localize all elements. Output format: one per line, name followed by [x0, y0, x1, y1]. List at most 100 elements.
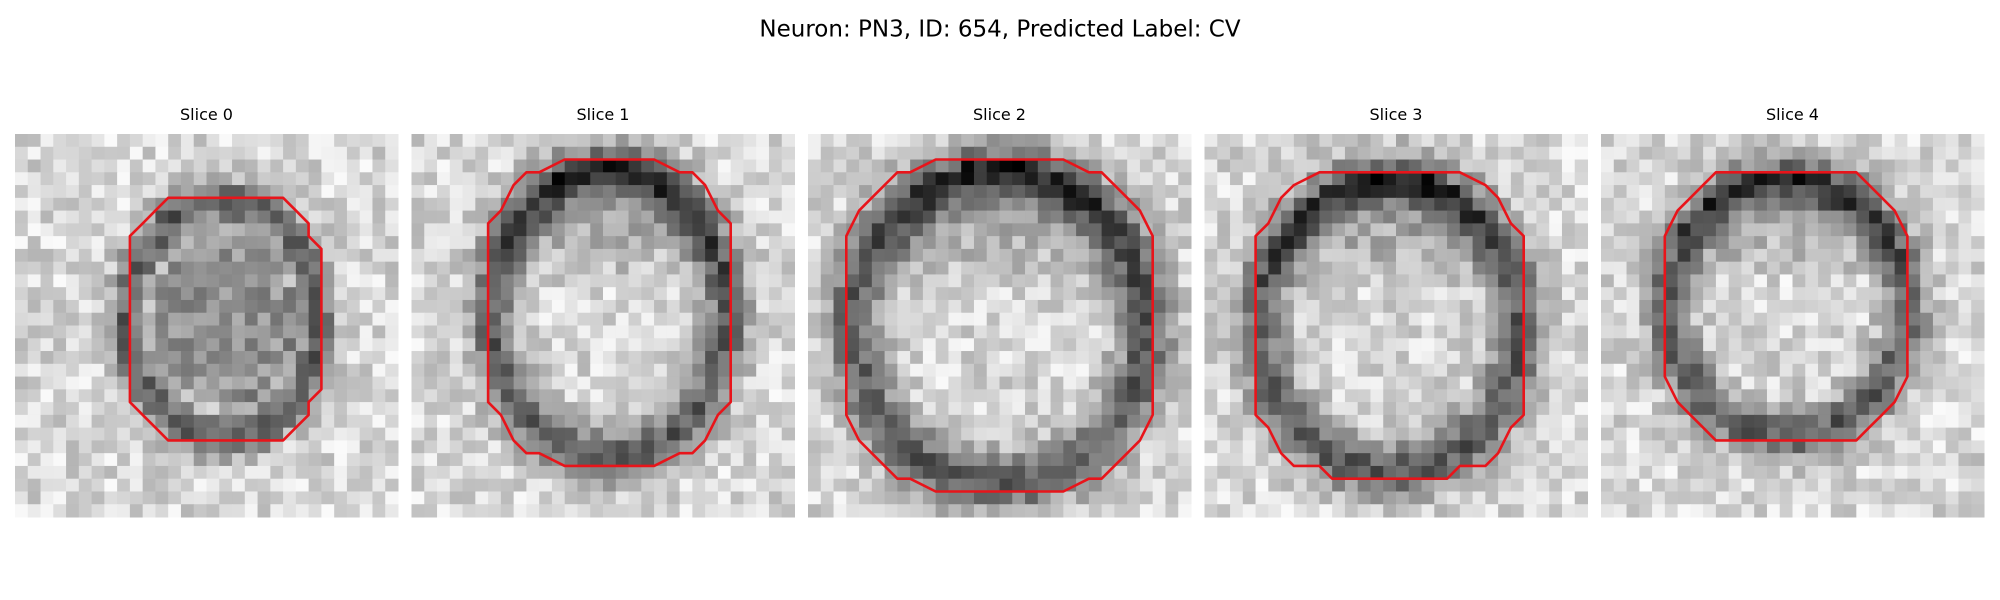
panel-title: Slice 3: [1370, 105, 1423, 124]
pixel: [615, 248, 630, 263]
pixel: [666, 172, 681, 186]
pixel: [564, 159, 578, 173]
pixel: [1945, 440, 1959, 454]
pixel: [1037, 427, 1052, 441]
pixel: [1063, 299, 1077, 314]
pixel: [781, 287, 795, 301]
pixel: [385, 134, 399, 148]
pixel: [884, 453, 898, 467]
pixel: [603, 427, 617, 441]
pixel: [922, 465, 937, 480]
pixel: [346, 465, 361, 480]
pixel: [1319, 338, 1333, 352]
pixel: [488, 376, 502, 390]
pixel: [692, 261, 706, 275]
pixel: [308, 185, 322, 199]
pixel: [1139, 312, 1154, 326]
pixel: [1152, 504, 1166, 518]
pixel: [730, 504, 744, 518]
pixel: [539, 248, 553, 263]
pixel: [1152, 465, 1166, 480]
pixel: [308, 351, 322, 365]
pixel: [1510, 402, 1525, 416]
pixel: [1319, 134, 1333, 148]
pixel: [859, 338, 873, 352]
pixel: [1652, 338, 1666, 352]
pixel: [743, 325, 757, 339]
pixel: [897, 210, 911, 224]
pixel: [1881, 363, 1896, 378]
pixel: [1856, 414, 1870, 429]
pixel: [1754, 440, 1768, 454]
pixel: [628, 376, 642, 390]
pixel: [1485, 389, 1499, 403]
pixel: [78, 325, 93, 339]
pixel: [219, 159, 233, 173]
pixel: [1165, 197, 1179, 212]
pixel: [142, 453, 156, 467]
pixel: [142, 172, 156, 186]
pixel: [1856, 261, 1870, 275]
pixel: [743, 376, 757, 390]
pixel: [321, 376, 335, 390]
pixel: [1601, 427, 1615, 441]
pixel: [1357, 427, 1371, 441]
pixel: [1766, 236, 1781, 250]
pixel: [1472, 440, 1486, 454]
pixel: [1281, 172, 1295, 186]
pixel: [500, 223, 515, 237]
pixel: [1408, 287, 1423, 301]
pixel: [1255, 274, 1269, 288]
pixel: [155, 210, 169, 224]
pixel: [526, 504, 540, 518]
pixel: [1766, 440, 1781, 454]
pixel: [346, 248, 361, 263]
pixel: [935, 402, 949, 416]
pixel: [692, 299, 706, 314]
pixel: [1523, 504, 1537, 518]
pixel: [641, 504, 655, 518]
pixel: [743, 172, 757, 186]
pixel: [846, 146, 860, 161]
pixel: [1012, 491, 1026, 505]
pixel: [577, 146, 591, 161]
pixel: [475, 376, 489, 390]
pixel: [1332, 299, 1346, 314]
pixel: [1472, 248, 1486, 263]
pixel: [551, 427, 566, 441]
pixel: [270, 414, 284, 429]
pixel: [1230, 248, 1244, 263]
pixel: [1856, 440, 1870, 454]
pixel: [206, 159, 220, 173]
pixel: [1741, 185, 1755, 199]
pixel: [462, 376, 476, 390]
pixel: [1728, 414, 1742, 429]
pixel: [78, 146, 93, 161]
pixel: [1447, 210, 1461, 224]
pixel: [1293, 299, 1308, 314]
pixel: [1549, 299, 1563, 314]
pixel: [66, 402, 80, 416]
pixel: [1319, 185, 1333, 199]
pixel: [1728, 287, 1742, 301]
pixel: [1485, 351, 1499, 365]
pixel: [539, 223, 553, 237]
pixel: [526, 440, 540, 454]
pixel: [1805, 504, 1819, 518]
pixel: [577, 478, 591, 492]
pixel: [1459, 504, 1474, 518]
pixel: [641, 134, 655, 148]
pixel: [1856, 248, 1870, 263]
pixel: [1703, 465, 1717, 480]
pixel: [692, 351, 706, 365]
pixel: [756, 504, 770, 518]
pixel: [1881, 465, 1896, 480]
pixel: [1332, 453, 1346, 467]
pixel: [1088, 146, 1103, 161]
pixel: [679, 402, 693, 416]
pixel: [1114, 146, 1128, 161]
pixel: [1050, 185, 1064, 199]
pixel: [1268, 274, 1282, 288]
pixel: [475, 248, 489, 263]
pixel: [1523, 491, 1537, 505]
